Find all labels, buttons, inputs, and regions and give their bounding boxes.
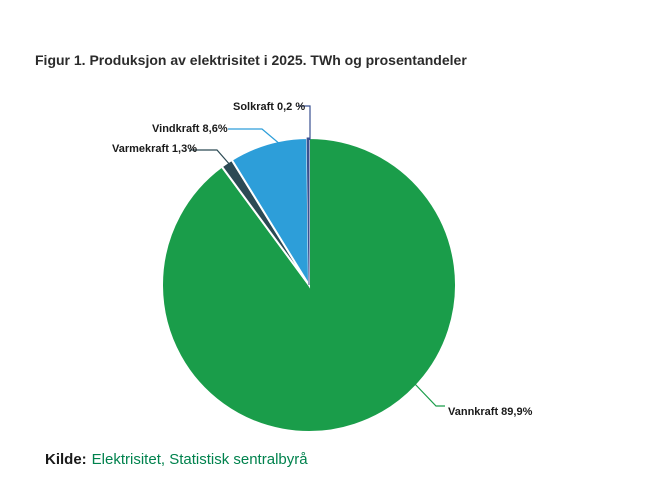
pie-slices [161, 136, 457, 433]
label-vindkraft: Vindkraft 8,6% [152, 123, 228, 135]
varmekraft-leader-line [189, 149, 232, 167]
kilde-label: Kilde: [45, 451, 87, 468]
label-varmekraft: Varmekraft 1,3% [112, 143, 197, 155]
pie-slice-solkraft[interactable] [306, 137, 310, 286]
vindkraft-leader-line [228, 128, 282, 146]
label-vannkraft: Vannkraft 89,9% [448, 406, 533, 418]
source-footer: Kilde: Elektrisitet, Statistisk sentralby… [45, 451, 308, 468]
figure-title: Figur 1. Produksjon av elektrisitet i 20… [35, 52, 467, 68]
solkraft-leader-line [298, 105, 311, 140]
label-solkraft: Solkraft 0,2 % [233, 101, 306, 113]
source-text: Elektrisitet, Statistisk sentralbyrå [91, 451, 308, 468]
vannkraft-leader-line [413, 382, 445, 407]
